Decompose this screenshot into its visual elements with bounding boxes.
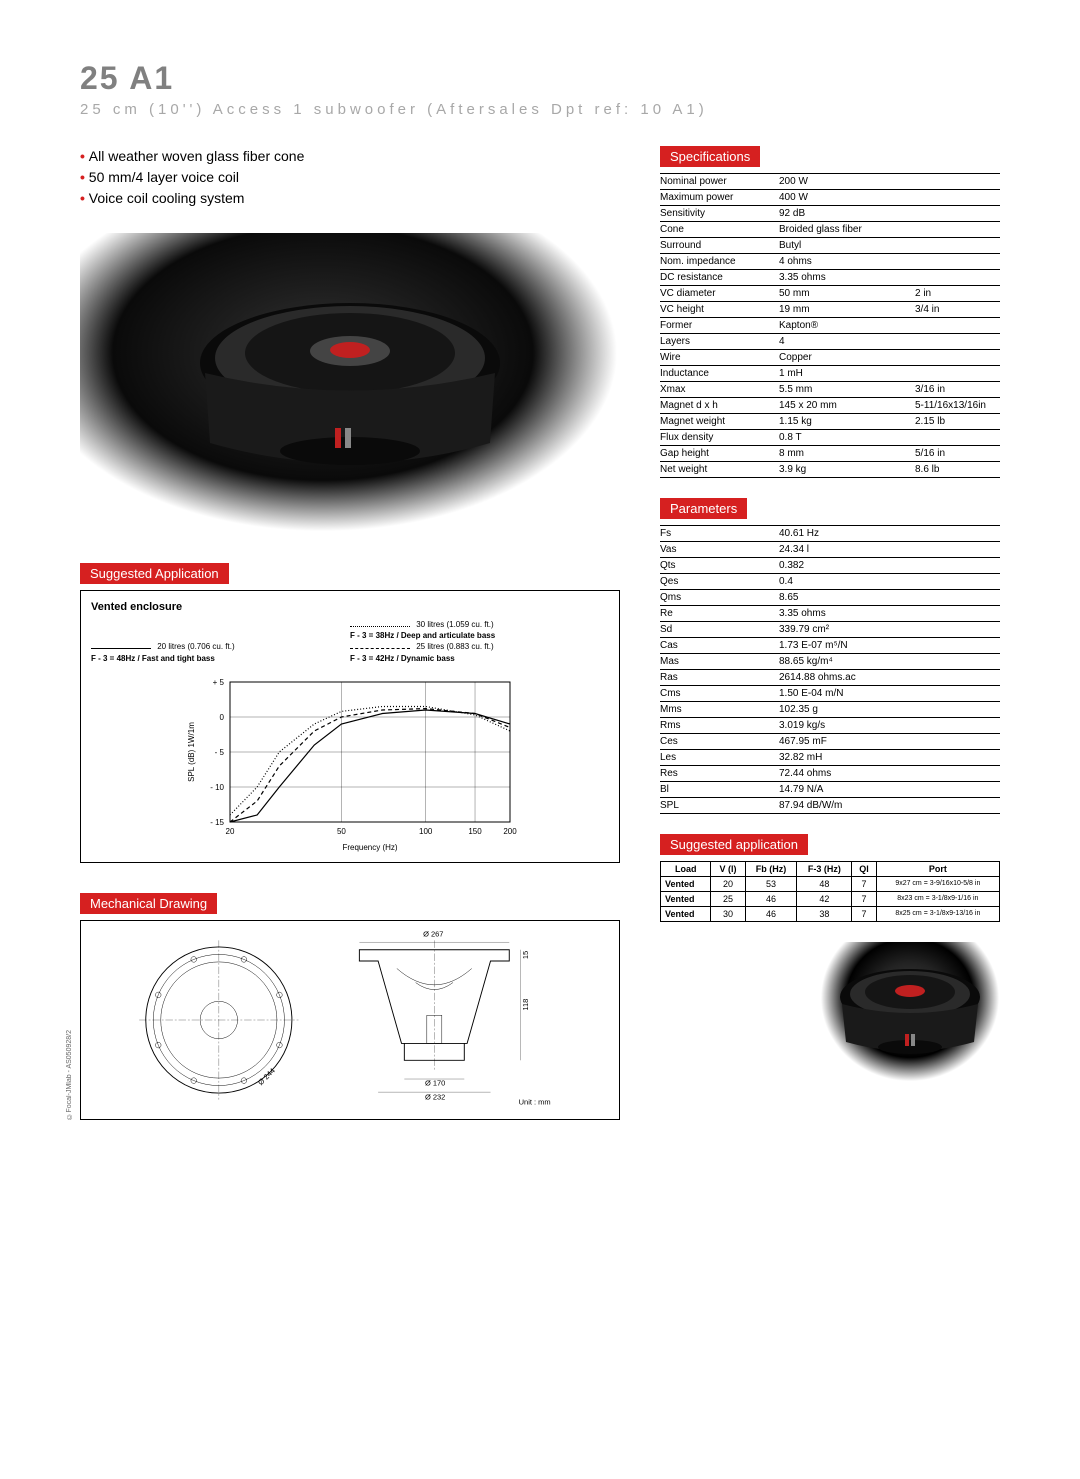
legend-25l-desc: F - 3 = 42Hz / Dynamic bass (350, 654, 455, 663)
table-row: Net weight3.9 kg8.6 lb (660, 462, 1000, 478)
chart-title: Vented enclosure (91, 601, 609, 613)
left-column: All weather woven glass fiber cone50 mm/… (80, 146, 620, 1120)
dim-unit: Unit : mm (519, 1097, 551, 1106)
table-row: Cms1.50 E-04 m/N (660, 686, 1000, 702)
table-row: Mas88.65 kg/m⁴ (660, 654, 1000, 670)
svg-text:+ 5: + 5 (213, 678, 225, 687)
svg-text:- 15: - 15 (210, 818, 224, 827)
svg-text:- 10: - 10 (210, 783, 224, 792)
table-row: Cas1.73 E-07 m⁵/N (660, 638, 1000, 654)
table-header: Port (876, 862, 999, 877)
table-header: Fb (Hz) (745, 862, 797, 877)
specifications-table: Nominal power200 WMaximum power400 WSens… (660, 173, 1000, 478)
feature-item: All weather woven glass fiber cone (80, 146, 620, 167)
table-row: Fs40.61 Hz (660, 526, 1000, 542)
page-title: 25 A1 (80, 60, 1000, 97)
spl-chart: 20 50 100 150 200 - 15 - 10 - 5 0 + 5 Frequency (H… (180, 672, 520, 852)
table-row: VC height19 mm3/4 in (660, 302, 1000, 318)
parameters-table: Fs40.61 HzVas24.34 lQts0.382Qes0.4Qms8.6… (660, 525, 1000, 814)
page-subtitle: 25 cm (10'') Access 1 subwoofer (Aftersa… (80, 101, 1000, 118)
svg-text:150: 150 (468, 827, 482, 836)
legend-25l: 25 litres (0.883 cu. ft.) (416, 642, 493, 651)
table-row: Sensitivity92 dB (660, 206, 1000, 222)
feature-list: All weather woven glass fiber cone50 mm/… (80, 146, 620, 209)
svg-text:Frequency (Hz): Frequency (Hz) (342, 843, 397, 852)
dim-magnet: Ø 170 (425, 1078, 445, 1087)
copyright: ©Focal-JMlab - AS050928/2 (66, 1030, 73, 1120)
table-row: Sd339.79 cm² (660, 622, 1000, 638)
table-row: VC diameter50 mm2 in (660, 286, 1000, 302)
legend-20l: 20 litres (0.706 cu. ft.) (157, 642, 234, 651)
svg-text:50: 50 (337, 827, 346, 836)
table-header: F-3 (Hz) (797, 862, 852, 877)
mechanical-drawing: Ø 244 Ø 267 Ø 170 Ø 232 118 15 (80, 920, 620, 1120)
table-row: FormerKapton® (660, 318, 1000, 334)
mechanical-drawing-tab: Mechanical Drawing (80, 893, 217, 914)
table-row: Vas24.34 l (660, 542, 1000, 558)
svg-text:20: 20 (226, 827, 235, 836)
table-row: Xmax5.5 mm3/16 in (660, 382, 1000, 398)
table-row: Vented25464278x23 cm = 3-1/8x9-1/16 in (661, 892, 1000, 907)
feature-item: Voice coil cooling system (80, 188, 620, 209)
suggested-application-tab: Suggested Application (80, 563, 229, 584)
spl-chart-box: Vented enclosure 30 litres (1.059 cu. ft… (80, 590, 620, 863)
table-row: Gap height8 mm5/16 in (660, 446, 1000, 462)
table-row: Flux density0.8 T (660, 430, 1000, 446)
table-row: WireCopper (660, 350, 1000, 366)
table-row: Layers4 (660, 334, 1000, 350)
svg-text:- 5: - 5 (215, 748, 225, 757)
table-row: Qts0.382 (660, 558, 1000, 574)
table-row: Mms102.35 g (660, 702, 1000, 718)
table-row: Ras2614.88 ohms.ac (660, 670, 1000, 686)
svg-text:200: 200 (503, 827, 517, 836)
dim-frame: Ø 232 (425, 1092, 445, 1101)
table-row: Nominal power200 W (660, 174, 1000, 190)
table-row: Magnet weight1.15 kg2.15 lb (660, 414, 1000, 430)
secondary-product-image (820, 942, 1000, 1082)
dim-height: 118 (521, 998, 530, 1010)
specifications-tab: Specifications (660, 146, 760, 167)
suggested-app-table: LoadV (l)Fb (Hz)F-3 (Hz)QlPortVented2053… (660, 861, 1000, 922)
svg-text:100: 100 (419, 827, 433, 836)
parameters-tab: Parameters (660, 498, 747, 519)
table-row: Rms3.019 kg/s (660, 718, 1000, 734)
table-row: Nom. impedance4 ohms (660, 254, 1000, 270)
table-row: SurroundButyl (660, 238, 1000, 254)
table-row: Ces467.95 mF (660, 734, 1000, 750)
table-row: Vented20534879x27 cm = 3-9/16x10-5/8 in (661, 877, 1000, 892)
chart-legend: 30 litres (1.059 cu. ft.) F - 3 = 38Hz /… (91, 619, 609, 664)
product-image (80, 233, 620, 533)
table-header: Ql (852, 862, 876, 877)
table-row: Bl14.79 N/A (660, 782, 1000, 798)
dim-flange: 15 (521, 951, 530, 959)
table-row: Vented30463878x25 cm = 3-1/8x9-13/16 in (661, 907, 1000, 922)
svg-text:SPL (dB) 1W/1m: SPL (dB) 1W/1m (187, 722, 196, 782)
legend-30l-desc: F - 3 = 38Hz / Deep and articulate bass (350, 631, 495, 640)
table-row: SPL87.94 dB/W/m (660, 798, 1000, 814)
right-column: Specifications Nominal power200 WMaximum… (660, 146, 1000, 1120)
table-row: ConeBroided glass fiber (660, 222, 1000, 238)
table-row: Maximum power400 W (660, 190, 1000, 206)
table-row: Magnet d x h145 x 20 mm5-11/16x13/16in (660, 398, 1000, 414)
dim-outer: Ø 267 (423, 931, 443, 939)
table-header: V (l) (711, 862, 745, 877)
feature-item: 50 mm/4 layer voice coil (80, 167, 620, 188)
table-row: DC resistance3.35 ohms (660, 270, 1000, 286)
table-row: Qes0.4 (660, 574, 1000, 590)
svg-text:0: 0 (220, 713, 225, 722)
legend-30l: 30 litres (1.059 cu. ft.) (416, 620, 493, 629)
suggested-app-table-tab: Suggested application (660, 834, 808, 855)
table-row: Qms8.65 (660, 590, 1000, 606)
table-row: Re3.35 ohms (660, 606, 1000, 622)
legend-20l-desc: F - 3 = 48Hz / Fast and tight bass (91, 654, 215, 663)
table-row: Inductance1 mH (660, 366, 1000, 382)
table-row: Res72.44 ohms (660, 766, 1000, 782)
dim-bolt: Ø 244 (256, 1066, 277, 1087)
table-row: Les32.82 mH (660, 750, 1000, 766)
table-header: Load (661, 862, 711, 877)
